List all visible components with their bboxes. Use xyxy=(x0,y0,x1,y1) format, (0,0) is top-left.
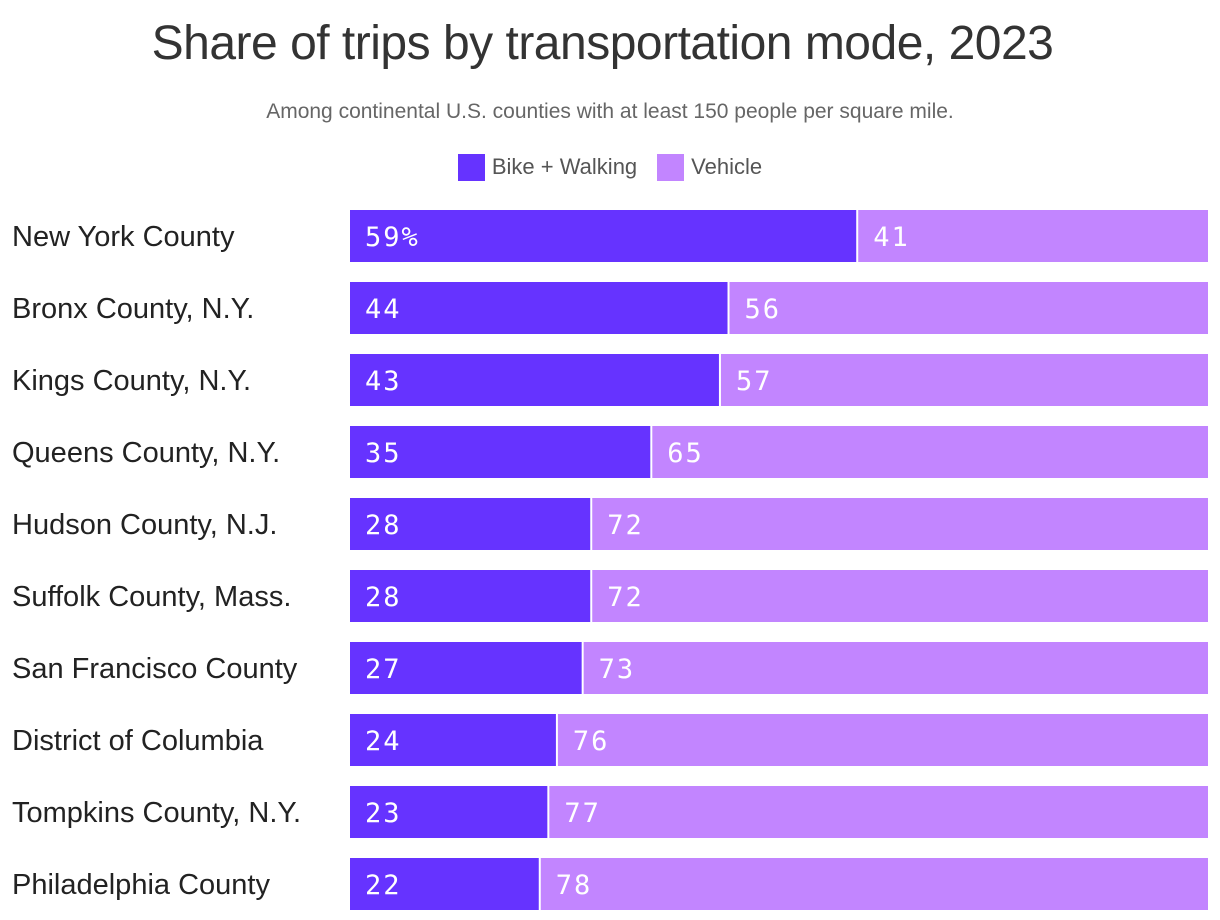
value-label-bike-walking-new-york-county: 59% xyxy=(365,222,420,253)
bar-bike-walking-district-of-columbia xyxy=(350,714,556,766)
legend-item-bike-walking: Bike + Walking xyxy=(457,153,638,181)
bar-vehicle-district-of-columbia xyxy=(557,714,1208,766)
value-label-vehicle-new-york-county: 41 xyxy=(873,222,910,253)
bar-bike-walking-queens-county-n-y xyxy=(350,426,651,478)
bar-bike-walking-san-francisco-county xyxy=(350,642,582,694)
category-label-tompkins-county-n-y: Tompkins County, N.Y. xyxy=(12,797,301,829)
bar-bike-walking-bronx-county-n-y xyxy=(350,282,728,334)
category-label-new-york-county: New York County xyxy=(12,221,235,253)
value-label-bike-walking-bronx-county-n-y: 44 xyxy=(365,294,402,325)
category-label-hudson-county-n-j: Hudson County, N.J. xyxy=(12,509,277,541)
value-label-bike-walking-philadelphia-county: 22 xyxy=(365,870,402,901)
category-label-queens-county-n-y: Queens County, N.Y. xyxy=(12,437,280,469)
value-label-vehicle-queens-county-n-y: 65 xyxy=(667,438,704,469)
bar-vehicle-hudson-county-n-j xyxy=(592,498,1208,550)
bar-bike-walking-kings-county-n-y xyxy=(350,354,719,406)
bar-vehicle-queens-county-n-y xyxy=(652,426,1208,478)
value-label-vehicle-district-of-columbia: 76 xyxy=(573,726,610,757)
bar-vehicle-san-francisco-county xyxy=(583,642,1208,694)
value-label-bike-walking-san-francisco-county: 27 xyxy=(365,654,402,685)
bar-vehicle-new-york-county xyxy=(858,210,1208,262)
value-label-bike-walking-hudson-county-n-j: 28 xyxy=(365,510,402,541)
bar-bike-walking-new-york-county xyxy=(350,210,857,262)
bar-bike-walking-suffolk-county-mass xyxy=(350,570,591,622)
bar-vehicle-suffolk-county-mass xyxy=(592,570,1208,622)
bar-bike-walking-tompkins-county-n-y xyxy=(350,786,548,838)
category-label-bronx-county-n-y: Bronx County, N.Y. xyxy=(12,293,254,325)
chart-subtitle: Among continental U.S. counties with at … xyxy=(266,100,954,123)
category-label-kings-county-n-y: Kings County, N.Y. xyxy=(12,365,251,397)
value-label-bike-walking-kings-county-n-y: 43 xyxy=(365,366,402,397)
bar-bike-walking-hudson-county-n-j xyxy=(350,498,591,550)
value-label-vehicle-tompkins-county-n-y: 77 xyxy=(564,798,601,829)
category-label-district-of-columbia: District of Columbia xyxy=(12,725,264,757)
chart-title: Share of trips by transportation mode, 2… xyxy=(151,17,1054,70)
legend-swatch-vehicle xyxy=(657,153,685,181)
bar-vehicle-philadelphia-county xyxy=(540,858,1208,910)
legend-label-bike-walking: Bike + Walking xyxy=(491,154,638,179)
category-label-san-francisco-county: San Francisco County xyxy=(12,653,298,685)
value-label-vehicle-hudson-county-n-j: 72 xyxy=(607,510,644,541)
category-label-suffolk-county-mass: Suffolk County, Mass. xyxy=(12,581,291,613)
value-label-bike-walking-tompkins-county-n-y: 23 xyxy=(365,798,402,829)
legend-item-vehicle: Vehicle xyxy=(657,153,762,181)
value-label-bike-walking-queens-county-n-y: 35 xyxy=(365,438,402,469)
value-label-bike-walking-district-of-columbia: 24 xyxy=(365,726,402,757)
bar-bike-walking-philadelphia-county xyxy=(350,858,539,910)
value-label-vehicle-philadelphia-county: 78 xyxy=(556,870,593,901)
legend-label-vehicle: Vehicle xyxy=(691,154,763,179)
chart-legend: Bike + Walking Vehicle xyxy=(0,153,1220,181)
value-label-vehicle-san-francisco-county: 73 xyxy=(599,654,636,685)
value-label-bike-walking-suffolk-county-mass: 28 xyxy=(365,582,402,613)
legend-swatch-bike-walking xyxy=(457,153,485,181)
value-label-vehicle-kings-county-n-y: 57 xyxy=(736,366,773,397)
category-label-philadelphia-county: Philadelphia County xyxy=(12,869,270,901)
bar-vehicle-tompkins-county-n-y xyxy=(549,786,1208,838)
bar-vehicle-kings-county-n-y xyxy=(720,354,1208,406)
bar-vehicle-bronx-county-n-y xyxy=(729,282,1208,334)
value-label-vehicle-suffolk-county-mass: 72 xyxy=(607,582,644,613)
value-label-vehicle-bronx-county-n-y: 56 xyxy=(745,294,782,325)
